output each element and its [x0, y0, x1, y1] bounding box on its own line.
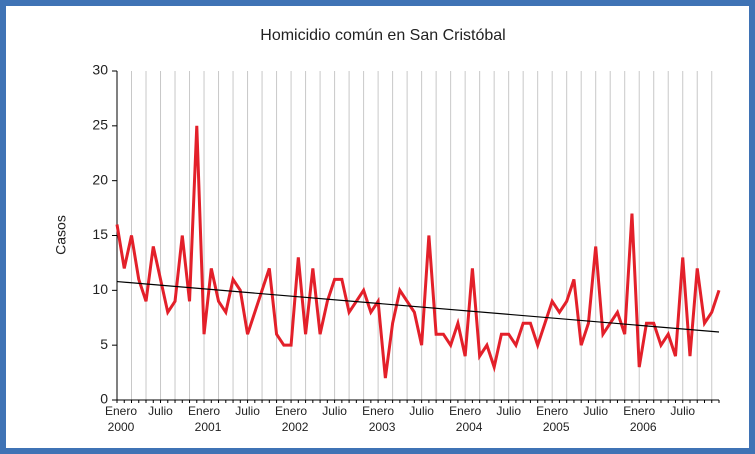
y-tick-label: 25: [92, 117, 108, 133]
data-line: [115, 125, 721, 379]
chart-title: Homicidio común en San Cristóbal: [260, 27, 505, 44]
x-tick-label: Enero: [275, 404, 307, 418]
x-tick-label: Julio: [670, 404, 695, 418]
y-tick-label: 15: [92, 226, 108, 242]
y-tick-label: 20: [92, 171, 108, 187]
y-tick-label: 30: [92, 62, 108, 78]
year-label: 2003: [369, 420, 396, 434]
x-tick-label: Enero: [188, 404, 220, 418]
x-tick-label: Julio: [496, 404, 521, 418]
y-tick-label: 0: [100, 391, 108, 407]
year-label: 2004: [456, 420, 483, 434]
x-tick-label: Julio: [235, 404, 260, 418]
y-axis-label: Casos: [53, 215, 69, 255]
x-tick-label: Julio: [148, 404, 173, 418]
x-tick-label: Enero: [449, 404, 481, 418]
year-label: 2006: [630, 420, 657, 434]
x-tick-label: Enero: [536, 404, 568, 418]
x-tick-label: Julio: [583, 404, 608, 418]
x-tick-label: Enero: [362, 404, 394, 418]
x-tick-label: Julio: [409, 404, 434, 418]
y-tick-label: 5: [100, 336, 108, 352]
year-label: 2001: [195, 420, 222, 434]
x-tick-label: Julio: [322, 404, 347, 418]
year-label: 2000: [108, 420, 135, 434]
y-tick-label: 10: [92, 281, 108, 297]
x-tick-label: Enero: [623, 404, 655, 418]
year-label: 2002: [282, 420, 309, 434]
trend-line: [116, 280, 720, 333]
year-label: 2005: [543, 420, 570, 434]
x-tick-label: Enero: [105, 404, 137, 418]
